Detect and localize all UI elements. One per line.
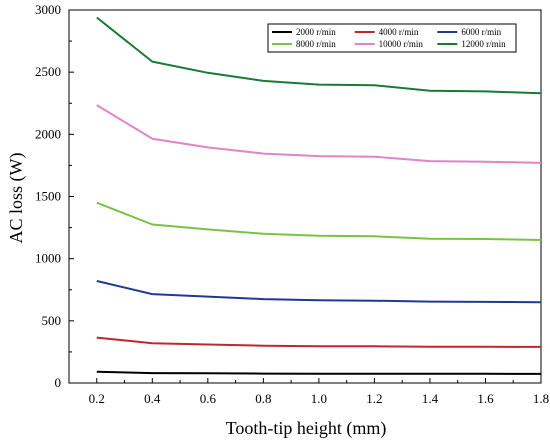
series-line-0: [96, 370, 542, 375]
x-tick-label: 1.0: [311, 391, 327, 406]
y-tick-label: 2000: [35, 126, 61, 141]
legend-label-3: 8000 r/min: [296, 39, 336, 49]
series-line-5: [96, 16, 542, 95]
legend-label-2: 6000 r/min: [461, 27, 501, 37]
x-tick-label: 0.4: [144, 391, 161, 406]
y-tick-label: 2500: [35, 64, 61, 79]
y-axis-title: AC loss (W): [6, 153, 27, 244]
legend-label-0: 2000 r/min: [296, 27, 336, 37]
x-tick-label: 0.2: [89, 391, 105, 406]
series-line-1: [96, 336, 542, 348]
x-tick-label: 1.4: [422, 391, 439, 406]
series-layer: [96, 16, 542, 375]
y-tick-label: 3000: [35, 2, 61, 17]
ticks-layer: 0 500 1000 1500 2000 2500 3000 0.2 0.4 0.6 0.8 1.0 1…: [35, 2, 549, 406]
x-axis-title: Tooth-tip height (mm): [226, 418, 387, 439]
plot-area: [68, 9, 542, 384]
y-tick-label: 1500: [35, 189, 61, 204]
y-tick-label: 0: [55, 375, 62, 390]
legend-label-1: 4000 r/min: [379, 27, 419, 37]
series-line-2: [96, 280, 542, 304]
y-tick-label: 500: [42, 313, 62, 328]
series-line-4: [96, 104, 542, 164]
plot-frame: [68, 9, 542, 384]
x-tick-label: 0.8: [255, 391, 271, 406]
legend: 2000 r/min 4000 r/min 6000 r/min 8000 r/min…: [267, 23, 517, 53]
legend-box: [267, 23, 517, 53]
legend-label-4: 10000 r/min: [379, 39, 424, 49]
y-tick-label: 1000: [35, 251, 61, 266]
x-tick-label: 0.6: [200, 391, 217, 406]
series-line-3: [96, 201, 542, 241]
x-tick-label: 1.6: [477, 391, 494, 406]
legend-label-5: 12000 r/min: [461, 39, 506, 49]
x-tick-label: 1.8: [533, 391, 549, 406]
x-tick-label: 1.2: [366, 391, 382, 406]
